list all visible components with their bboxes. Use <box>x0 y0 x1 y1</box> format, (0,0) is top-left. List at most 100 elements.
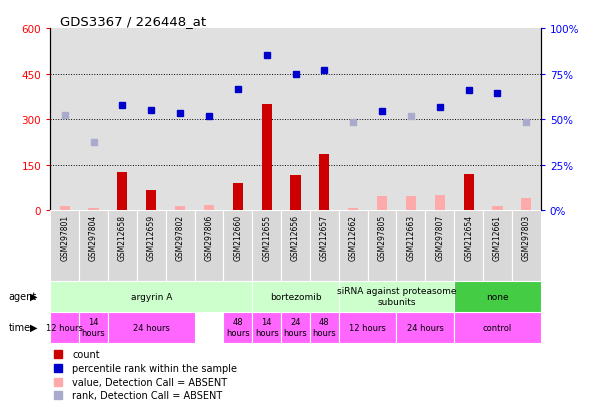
Bar <box>397 29 426 211</box>
Bar <box>60 206 70 211</box>
Bar <box>426 29 454 211</box>
Bar <box>454 312 541 343</box>
Text: rank, Detection Call = ABSENT: rank, Detection Call = ABSENT <box>72 390 223 400</box>
Bar <box>339 211 368 281</box>
Bar <box>108 312 194 343</box>
Bar <box>435 195 445 211</box>
Bar <box>339 29 368 211</box>
Text: GSM212657: GSM212657 <box>320 214 329 260</box>
Text: 14
hours: 14 hours <box>82 318 105 337</box>
Text: GSM212656: GSM212656 <box>291 214 300 260</box>
Bar <box>454 281 541 312</box>
Text: GSM297803: GSM297803 <box>522 214 531 260</box>
Text: ▶: ▶ <box>30 322 37 332</box>
Bar <box>252 29 281 211</box>
Bar <box>521 199 531 211</box>
Bar <box>194 29 223 211</box>
Text: GSM297802: GSM297802 <box>176 214 184 260</box>
Bar <box>262 104 272 211</box>
Text: GSM297801: GSM297801 <box>60 214 69 260</box>
Bar <box>483 29 512 211</box>
Bar <box>492 206 502 211</box>
Bar <box>454 211 483 281</box>
Text: GSM212663: GSM212663 <box>407 214 415 260</box>
Text: agent: agent <box>9 291 37 301</box>
Bar <box>310 29 339 211</box>
Bar <box>50 29 79 211</box>
Bar <box>290 176 301 211</box>
Bar <box>175 207 185 211</box>
Text: GSM212660: GSM212660 <box>233 214 242 260</box>
Text: 48
hours: 48 hours <box>226 318 249 337</box>
Bar <box>454 29 483 211</box>
Text: time: time <box>9 322 31 332</box>
Bar <box>165 29 194 211</box>
Bar <box>310 211 339 281</box>
Bar <box>50 211 79 281</box>
Bar <box>137 211 165 281</box>
Bar <box>426 211 454 281</box>
Bar <box>281 211 310 281</box>
Bar <box>50 281 252 312</box>
Bar <box>348 208 358 211</box>
Text: 24 hours: 24 hours <box>407 323 444 332</box>
Bar <box>339 312 397 343</box>
Bar <box>108 29 137 211</box>
Bar <box>79 211 108 281</box>
Text: 24 hours: 24 hours <box>133 323 170 332</box>
Text: count: count <box>72 349 100 359</box>
Text: 12 hours: 12 hours <box>46 323 83 332</box>
Bar <box>194 211 223 281</box>
Bar <box>281 312 310 343</box>
Text: 24
hours: 24 hours <box>284 318 307 337</box>
Bar <box>483 211 512 281</box>
Bar <box>319 154 329 211</box>
Bar <box>79 312 108 343</box>
Text: GSM212655: GSM212655 <box>262 214 271 260</box>
Bar <box>223 211 252 281</box>
Text: percentile rank within the sample: percentile rank within the sample <box>72 363 238 373</box>
Bar <box>310 312 339 343</box>
Text: GDS3367 / 226448_at: GDS3367 / 226448_at <box>60 15 206 28</box>
Bar <box>79 29 108 211</box>
Text: GSM297806: GSM297806 <box>204 214 213 260</box>
Bar <box>118 173 128 211</box>
Text: GSM297805: GSM297805 <box>378 214 387 260</box>
Bar <box>233 183 243 211</box>
Bar <box>397 312 454 343</box>
Bar <box>281 29 310 211</box>
Bar <box>397 211 426 281</box>
Text: GSM297804: GSM297804 <box>89 214 98 260</box>
Text: 12 hours: 12 hours <box>349 323 386 332</box>
Text: none: none <box>486 292 509 301</box>
Bar <box>165 211 194 281</box>
Bar <box>368 211 397 281</box>
Bar <box>50 312 79 343</box>
Bar <box>512 29 541 211</box>
Bar <box>89 208 99 211</box>
Bar <box>108 211 137 281</box>
Text: control: control <box>483 323 512 332</box>
Bar <box>252 281 339 312</box>
Bar <box>406 197 416 211</box>
Bar <box>223 312 252 343</box>
Text: GSM297807: GSM297807 <box>436 214 444 260</box>
Text: argyrin A: argyrin A <box>131 292 172 301</box>
Text: GSM212658: GSM212658 <box>118 214 127 260</box>
Text: 48
hours: 48 hours <box>313 318 336 337</box>
Bar <box>137 29 165 211</box>
Bar <box>252 211 281 281</box>
Text: siRNA against proteasome
subunits: siRNA against proteasome subunits <box>337 287 456 306</box>
Text: GSM212661: GSM212661 <box>493 214 502 260</box>
Text: GSM212659: GSM212659 <box>147 214 155 260</box>
Text: 14
hours: 14 hours <box>255 318 278 337</box>
Text: bortezomib: bortezomib <box>269 292 322 301</box>
Bar <box>204 205 214 211</box>
Bar <box>368 29 397 211</box>
Bar <box>377 197 387 211</box>
Text: ▶: ▶ <box>30 291 37 301</box>
Bar <box>223 29 252 211</box>
Text: GSM212662: GSM212662 <box>349 214 358 260</box>
Bar <box>339 281 454 312</box>
Text: GSM212654: GSM212654 <box>464 214 473 260</box>
